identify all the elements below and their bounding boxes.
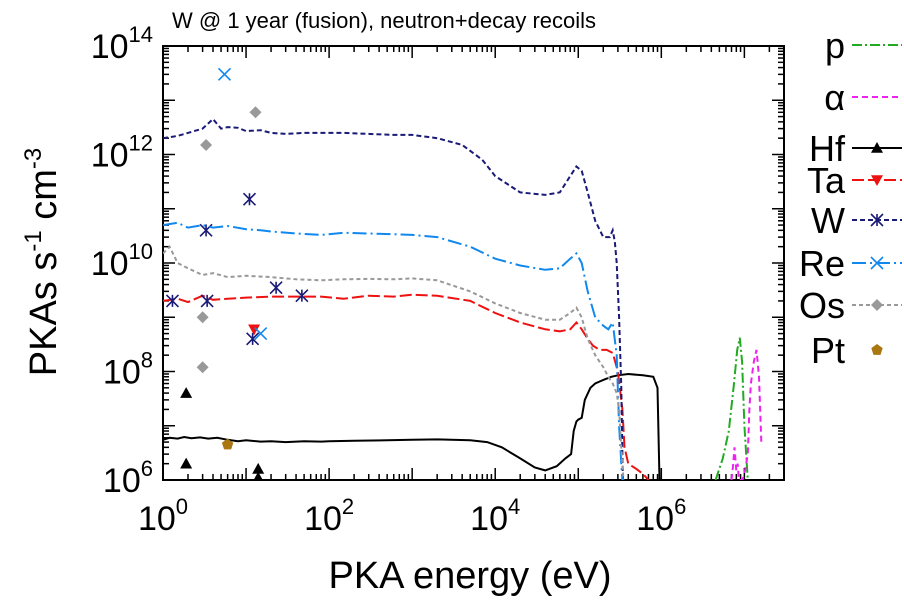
data-point-w — [246, 332, 260, 346]
data-point-w — [269, 281, 283, 295]
data-point-w — [200, 294, 214, 308]
chart-title: W @ 1 year (fusion), neutron+decay recoi… — [172, 8, 596, 33]
series-line-re — [163, 221, 624, 480]
series-line-alpha — [730, 349, 763, 480]
y-tick-label: 108 — [103, 348, 153, 392]
x-tick-label: 106 — [636, 494, 686, 538]
data-point-hf — [253, 471, 263, 480]
data-point-hf — [180, 387, 193, 398]
y-tick-label: 106 — [103, 456, 153, 500]
x-tick-label: 104 — [470, 494, 520, 538]
series-group — [163, 67, 763, 480]
y-axis-label: PKAs s-1 cm-3 — [20, 148, 65, 377]
legend-marker-re — [870, 256, 884, 270]
legend-label-hf: Hf — [809, 128, 846, 169]
data-point-hf — [180, 457, 193, 469]
legend-label-alpha: α — [824, 77, 845, 118]
y-tick-label: 1010 — [91, 239, 153, 283]
data-point-re — [217, 67, 232, 81]
y-tick-label: 1014 — [91, 22, 153, 66]
data-point-os — [196, 361, 209, 374]
legend-label-ta: Ta — [807, 160, 846, 201]
data-point-os — [249, 106, 262, 119]
y-tick-label: 1012 — [91, 131, 153, 175]
x-axis-label: PKA energy (eV) — [328, 555, 611, 597]
data-point-hf — [252, 462, 265, 474]
data-point-ta — [248, 324, 261, 336]
legend-label-re: Re — [799, 243, 845, 284]
x-tick-label: 102 — [304, 494, 354, 538]
series-line-ta — [163, 293, 650, 480]
legend-marker-pt — [871, 344, 883, 355]
legend-label-pt: Pt — [811, 330, 845, 371]
series-line-w — [163, 117, 624, 480]
legend-marker-hf — [871, 142, 883, 153]
data-point-os — [200, 138, 213, 151]
legend-label-w: W — [811, 200, 845, 241]
legend-marker-os — [871, 299, 883, 311]
series-line-hf — [163, 372, 661, 480]
data-point-os — [196, 311, 209, 324]
tick-labels: 100 102 104 106 106 108 1010 1012 1014 — [91, 22, 687, 538]
data-point-w — [295, 289, 309, 303]
series-line-p — [714, 337, 749, 480]
data-point-w — [242, 192, 257, 206]
series-line-os — [163, 244, 625, 480]
legend-marker-ta — [871, 175, 883, 186]
data-point-pt — [221, 438, 234, 450]
data-point-re — [254, 327, 268, 341]
data-point-w — [165, 294, 180, 308]
legend-label-p: p — [825, 25, 845, 66]
legend-marker-w — [870, 213, 884, 227]
legend-label-os: Os — [799, 285, 845, 326]
x-tick-label: 100 — [138, 494, 188, 538]
axis-ticks — [162, 46, 785, 481]
